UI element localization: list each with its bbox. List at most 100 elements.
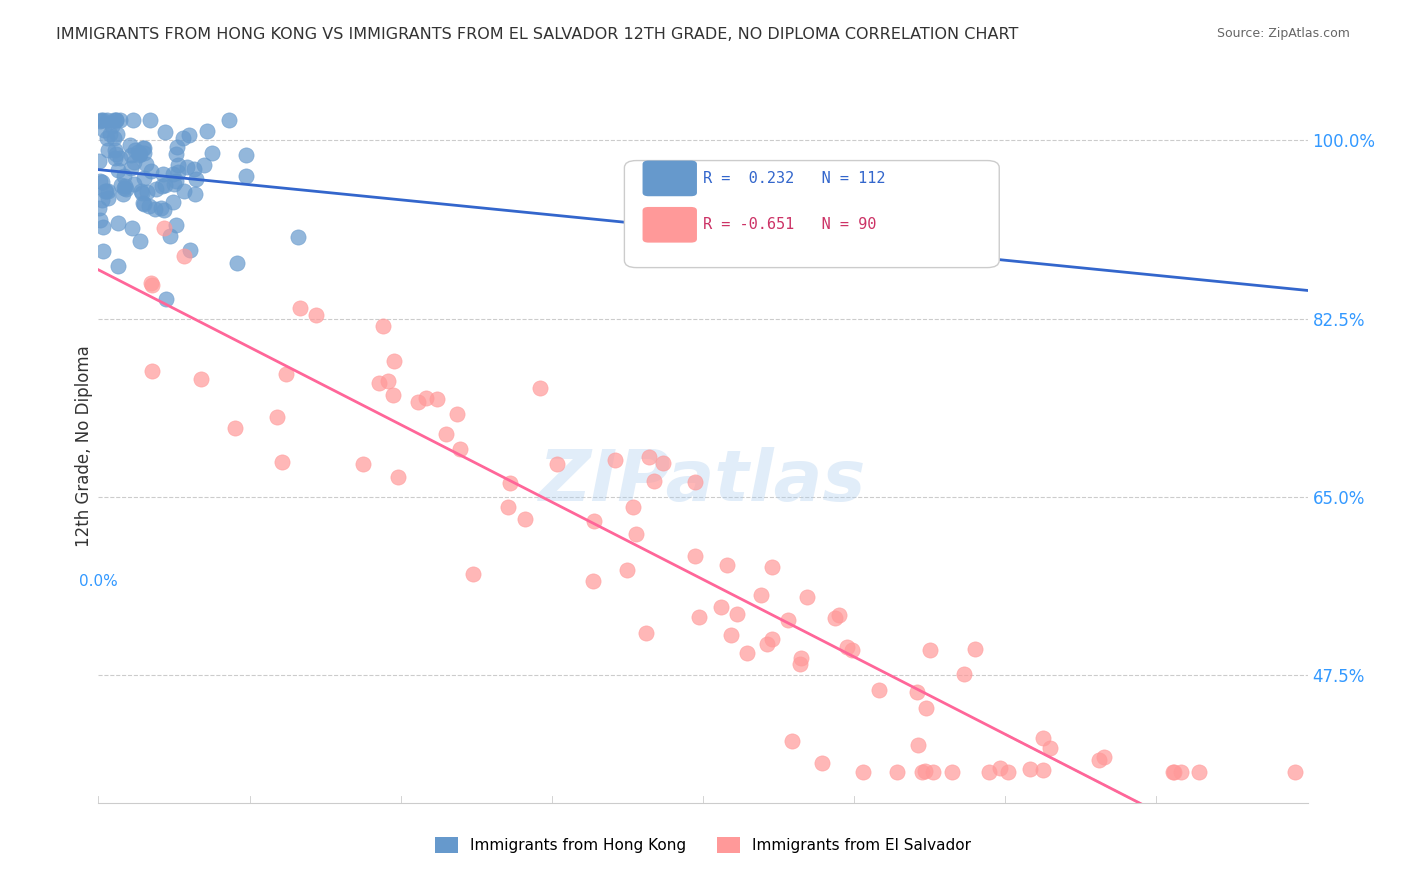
Point bbox=[159, 229, 181, 244]
Point bbox=[371, 318, 394, 333]
Point bbox=[271, 455, 294, 469]
Point bbox=[165, 218, 187, 232]
Point bbox=[91, 175, 114, 189]
Point bbox=[226, 255, 249, 269]
Text: R =  0.232   N = 112: R = 0.232 N = 112 bbox=[703, 171, 886, 186]
Point bbox=[162, 167, 184, 181]
Point bbox=[111, 187, 134, 202]
Point bbox=[96, 131, 118, 145]
Point bbox=[841, 642, 863, 657]
Point bbox=[1188, 765, 1211, 780]
Point bbox=[100, 119, 122, 133]
Y-axis label: 12th Grade, No Diploma: 12th Grade, No Diploma bbox=[75, 345, 93, 547]
Text: Source: ZipAtlas.com: Source: ZipAtlas.com bbox=[1216, 27, 1350, 40]
Point bbox=[110, 178, 132, 192]
Point bbox=[977, 765, 1000, 780]
Point bbox=[776, 614, 799, 628]
Point bbox=[103, 112, 125, 127]
Point bbox=[911, 765, 934, 780]
Point bbox=[905, 685, 928, 699]
Point bbox=[107, 216, 129, 230]
Point bbox=[498, 476, 520, 491]
Point bbox=[129, 234, 152, 248]
Point bbox=[89, 212, 111, 227]
Point bbox=[922, 765, 945, 780]
Point bbox=[120, 161, 142, 176]
Point bbox=[1092, 750, 1115, 764]
Point bbox=[1284, 765, 1306, 780]
Point bbox=[121, 221, 143, 235]
Legend: Immigrants from Hong Kong, Immigrants from El Salvador: Immigrants from Hong Kong, Immigrants fr… bbox=[429, 831, 977, 859]
Point bbox=[165, 146, 187, 161]
Point bbox=[529, 381, 551, 395]
Point bbox=[582, 574, 605, 588]
Point bbox=[737, 646, 759, 660]
Point bbox=[145, 182, 167, 196]
Point bbox=[89, 153, 111, 168]
Point bbox=[636, 625, 658, 640]
Point bbox=[218, 112, 240, 127]
FancyBboxPatch shape bbox=[643, 161, 697, 196]
Point bbox=[103, 130, 125, 145]
Point bbox=[446, 407, 468, 421]
Point bbox=[155, 125, 177, 139]
Point bbox=[131, 195, 153, 210]
Point bbox=[287, 229, 309, 244]
Point bbox=[97, 143, 120, 157]
Point bbox=[104, 143, 127, 157]
Point bbox=[135, 185, 157, 199]
Point bbox=[886, 765, 908, 780]
Point bbox=[988, 761, 1011, 775]
Point bbox=[167, 165, 190, 179]
Point bbox=[118, 137, 141, 152]
Point bbox=[166, 158, 188, 172]
Point bbox=[683, 475, 706, 489]
Point bbox=[91, 219, 114, 234]
Point bbox=[720, 628, 742, 642]
Point bbox=[305, 309, 328, 323]
Point bbox=[104, 151, 127, 165]
Point bbox=[824, 611, 846, 625]
Point bbox=[141, 364, 163, 378]
Point bbox=[195, 124, 218, 138]
Point bbox=[94, 184, 117, 198]
Point bbox=[1032, 731, 1054, 745]
Point bbox=[183, 187, 205, 202]
Point bbox=[643, 475, 665, 489]
Point bbox=[139, 112, 162, 127]
Point bbox=[789, 657, 811, 671]
Point bbox=[139, 164, 162, 178]
Point bbox=[235, 169, 257, 183]
Point bbox=[108, 112, 131, 127]
Point bbox=[128, 147, 150, 161]
Point bbox=[97, 185, 120, 199]
Point bbox=[406, 394, 429, 409]
Point bbox=[796, 591, 818, 605]
Point bbox=[761, 632, 783, 646]
Point bbox=[166, 173, 188, 187]
Point bbox=[155, 292, 177, 306]
Point bbox=[138, 199, 160, 213]
Point bbox=[131, 186, 153, 200]
Point bbox=[98, 128, 121, 142]
Point bbox=[184, 172, 207, 186]
Point bbox=[104, 112, 127, 127]
Point bbox=[96, 112, 118, 127]
Point bbox=[201, 146, 224, 161]
Point bbox=[605, 453, 627, 467]
Point bbox=[104, 146, 127, 161]
Point bbox=[183, 162, 205, 177]
Point bbox=[115, 182, 138, 196]
Point bbox=[127, 145, 149, 159]
Point bbox=[761, 559, 783, 574]
Point bbox=[114, 179, 136, 194]
Point bbox=[132, 170, 155, 185]
Point bbox=[153, 178, 176, 192]
Text: R = -0.651   N = 90: R = -0.651 N = 90 bbox=[703, 218, 876, 232]
Point bbox=[90, 112, 112, 127]
Point bbox=[132, 197, 155, 211]
Point bbox=[377, 374, 399, 388]
Point bbox=[141, 278, 163, 293]
Point bbox=[163, 178, 186, 192]
Point bbox=[131, 185, 153, 199]
